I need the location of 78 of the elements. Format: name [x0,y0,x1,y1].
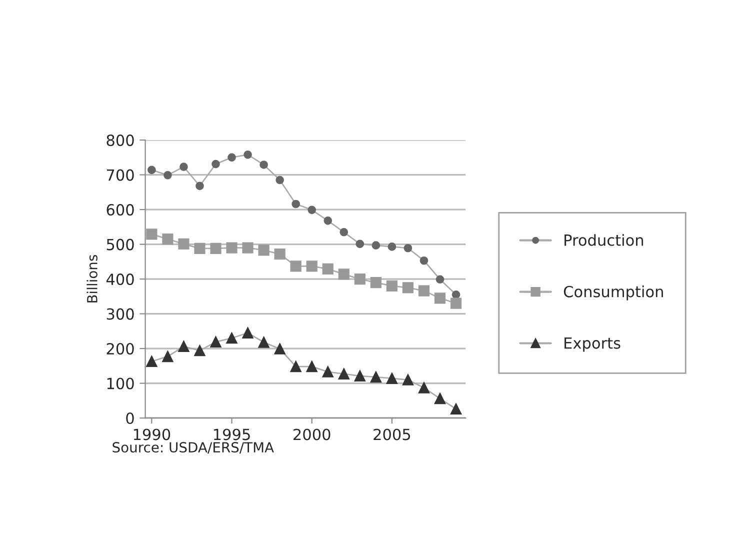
point [226,242,238,254]
point [242,327,254,338]
point [338,268,350,280]
point [178,340,190,352]
point [386,280,398,292]
point [338,368,350,380]
point [228,153,236,162]
y-tick-label: 500 [106,238,134,250]
point [306,361,318,372]
point [370,276,382,288]
y-tick-label: 700 [106,169,134,181]
legend-label: Consumption [564,286,663,300]
y-tick-label: 800 [106,134,134,146]
point [354,370,366,382]
point [212,160,220,168]
point [290,260,302,272]
point [354,273,366,285]
point [258,244,270,256]
point [450,403,462,415]
point [452,290,460,299]
y-tick-label: 200 [106,342,134,355]
x-tick-label: 2000 [294,428,330,440]
point [434,292,446,304]
point [276,176,284,184]
point [258,336,270,348]
point [322,366,334,378]
point [420,256,428,265]
point [260,160,268,169]
point [386,372,398,384]
point [210,336,222,348]
y-tick-label: 600 [106,204,134,216]
point [388,242,396,251]
x-tick-label: 1990 [134,428,170,440]
point [274,343,286,354]
source-note: Source: USDA/ERS/TMA [112,442,274,454]
y-tick-label: 300 [106,308,134,320]
point [370,371,382,383]
point [404,244,412,252]
point [178,238,190,250]
y-tick-label: 0 [126,412,134,424]
point [402,282,414,294]
point [308,206,316,214]
point [180,162,188,171]
y-tick-label: 100 [107,378,134,390]
point [146,356,158,367]
x-tick-label: 2005 [374,428,410,440]
legend-label: Production [564,234,644,246]
point [244,150,252,159]
point [164,170,172,180]
point [434,393,446,404]
point [356,240,364,248]
legend-label: Exports [564,337,620,352]
point [418,382,430,394]
point [372,241,380,250]
point [148,166,156,174]
y-tick-label: 400 [106,274,134,286]
point [162,234,174,245]
point [418,285,430,296]
point [322,263,334,275]
x-tick-label: 1995 [214,428,250,440]
point [226,332,238,344]
y-axis-title: Billions [86,254,98,302]
point [194,345,206,356]
point [292,200,300,208]
point [210,242,222,254]
point [162,350,174,362]
point [242,242,254,254]
point [196,182,204,190]
point [340,228,348,236]
point [402,374,414,386]
point [436,275,444,284]
point [324,216,332,225]
point [290,361,302,372]
point [450,298,462,309]
point [306,260,318,272]
point [194,242,206,254]
point [146,228,158,240]
point [274,248,286,260]
